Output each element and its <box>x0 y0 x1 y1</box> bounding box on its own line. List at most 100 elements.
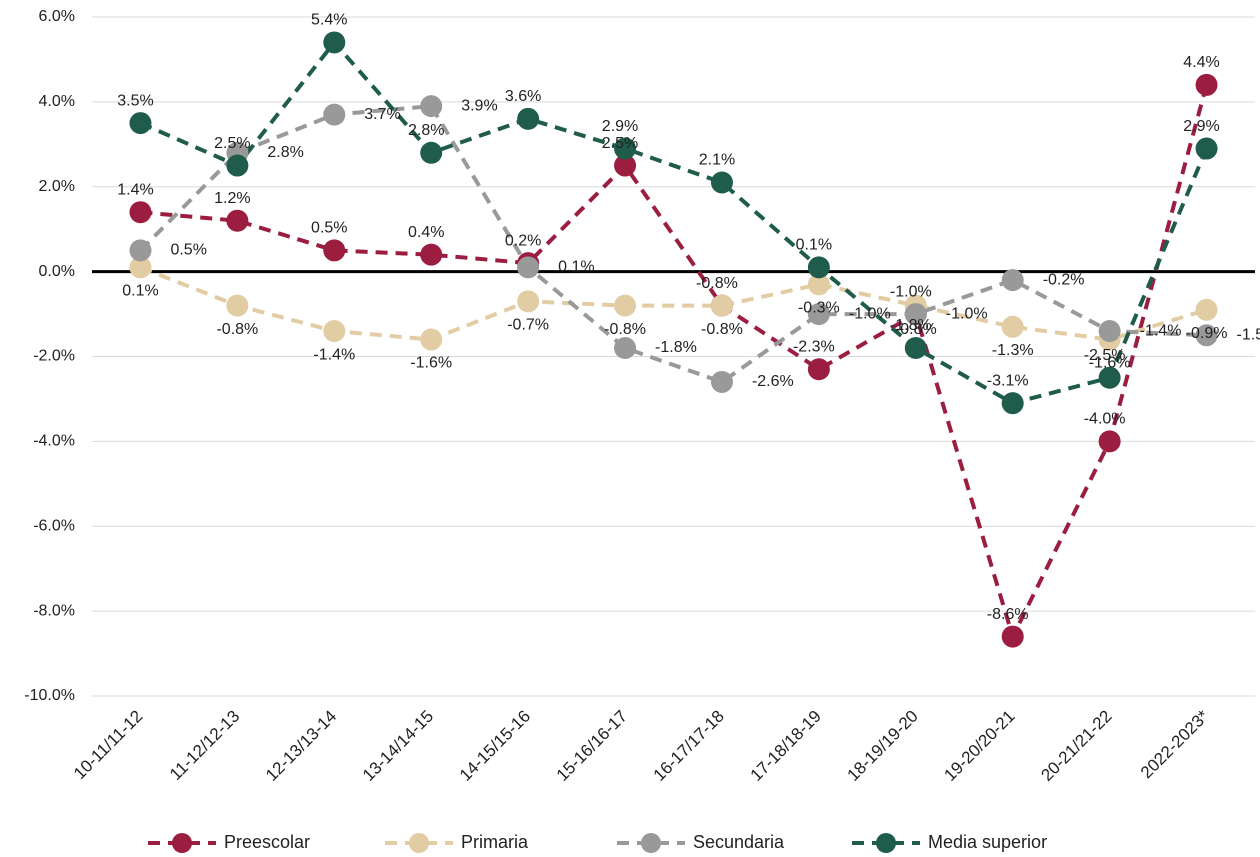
data-label: -1.5% <box>1237 327 1260 344</box>
marker <box>614 154 637 177</box>
marker <box>1098 320 1121 343</box>
data-label: -0.3% <box>798 300 840 317</box>
data-label: -2.3% <box>793 338 835 355</box>
x-tick-label: 18-19/19-20 <box>844 707 922 785</box>
data-label: -0.9% <box>1186 325 1228 342</box>
y-tick-label: -8.0% <box>33 602 75 619</box>
data-label: -3.1% <box>987 372 1029 389</box>
data-label: 0.5% <box>311 220 347 237</box>
marker <box>323 103 346 126</box>
data-label: 3.6% <box>505 88 541 105</box>
data-label: -8.6% <box>987 606 1029 623</box>
marker <box>226 294 249 317</box>
legend-label: Secundaria <box>693 832 785 852</box>
data-label: -1.3% <box>992 342 1034 359</box>
marker <box>323 320 346 343</box>
data-label: 3.9% <box>461 97 497 114</box>
marker <box>129 201 152 224</box>
marker <box>420 141 443 164</box>
data-label: 1.4% <box>117 181 153 198</box>
y-tick-label: -2.0% <box>33 348 75 365</box>
marker <box>614 137 637 160</box>
data-label: -0.8% <box>216 321 258 338</box>
series-line <box>139 39 1209 406</box>
data-label: -1.4% <box>1140 322 1182 339</box>
legend-label: Preescolar <box>224 832 310 852</box>
data-label: -1.8% <box>890 317 932 334</box>
data-label: -2.6% <box>752 373 794 390</box>
series-line <box>139 104 1207 385</box>
marker <box>807 303 830 326</box>
legend-marker <box>172 833 192 853</box>
data-label: 0.4% <box>408 224 444 241</box>
y-tick-label: -10.0% <box>24 687 75 704</box>
data-label: -0.8% <box>701 321 743 338</box>
x-tick-label: 16-17/17-18 <box>650 707 728 785</box>
marker <box>1098 430 1121 453</box>
y-tick-label: 0.0% <box>39 263 75 280</box>
data-label: -1.0% <box>890 283 932 300</box>
x-tick-label: 13-14/14-15 <box>359 707 437 785</box>
legend-label: Primaria <box>461 832 529 852</box>
marker <box>1001 315 1024 338</box>
marker <box>1195 137 1218 160</box>
data-label: 0.1% <box>558 259 594 276</box>
marker <box>129 239 152 262</box>
legend-marker <box>876 833 896 853</box>
data-label: -0.8% <box>696 275 738 292</box>
marker <box>1001 625 1024 648</box>
marker <box>323 239 346 262</box>
series-line <box>140 84 1209 643</box>
x-tick-label: 10-11/11-12 <box>70 707 146 783</box>
data-label: -1.0% <box>946 305 988 322</box>
x-tick-label: 2022-2023* <box>1137 706 1213 782</box>
legend-marker <box>409 833 429 853</box>
marker <box>1195 298 1218 321</box>
data-label: -2.5% <box>1084 347 1126 364</box>
y-tick-label: 4.0% <box>39 93 75 110</box>
data-label: 1.2% <box>214 190 250 207</box>
marker <box>807 256 830 279</box>
marker <box>517 256 540 279</box>
y-tick-label: 6.0% <box>39 8 75 25</box>
data-label: 2.1% <box>699 152 735 169</box>
marker <box>904 303 927 326</box>
x-tick-label: 12-13/13-14 <box>262 707 340 785</box>
data-label: -4.0% <box>1084 411 1126 428</box>
x-tick-label: 17-18/18-19 <box>747 707 825 785</box>
marker <box>807 358 830 381</box>
marker <box>420 243 443 266</box>
marker <box>1001 269 1024 292</box>
data-label: -0.8% <box>604 321 646 338</box>
data-label: -0.7% <box>507 317 549 334</box>
data-label: 0.1% <box>122 283 158 300</box>
data-label: 5.4% <box>311 12 347 29</box>
data-label: 3.7% <box>364 106 400 123</box>
legend-label: Media superior <box>928 832 1047 852</box>
data-label: 2.9% <box>602 118 638 135</box>
data-label: 3.5% <box>117 92 153 109</box>
marker <box>517 107 540 130</box>
legend-marker <box>641 833 661 853</box>
marker <box>614 294 637 317</box>
x-tick-label: 20-21/21-22 <box>1037 707 1115 785</box>
marker <box>710 171 733 194</box>
marker <box>129 112 152 135</box>
marker <box>1098 366 1121 389</box>
data-label: 2.5% <box>214 135 250 152</box>
data-label: -1.8% <box>655 339 697 356</box>
series-line <box>139 265 1208 342</box>
marker <box>1195 73 1218 96</box>
data-label: -1.0% <box>849 305 891 322</box>
marker <box>517 290 540 313</box>
marker <box>710 370 733 393</box>
x-tick-label: 14-15/15-16 <box>456 707 534 785</box>
data-label: 2.8% <box>267 144 303 161</box>
marker <box>1195 324 1218 347</box>
marker <box>710 294 733 317</box>
marker <box>420 95 443 118</box>
marker <box>226 209 249 232</box>
x-tick-label: 19-20/20-21 <box>940 707 1018 785</box>
x-tick-label: 15-16/16-17 <box>553 707 631 785</box>
